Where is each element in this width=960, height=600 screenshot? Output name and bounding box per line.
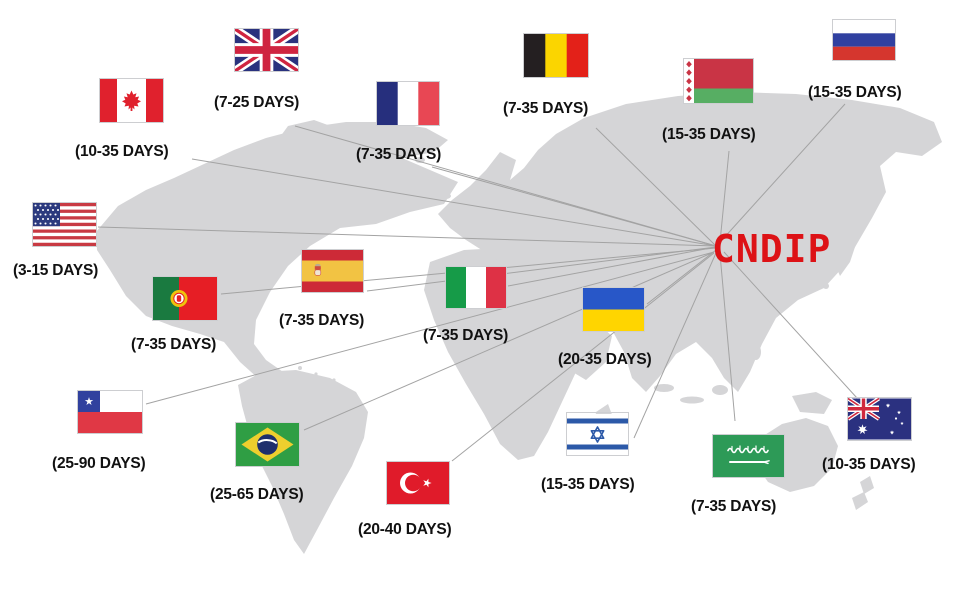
russia-flag-image: [833, 20, 895, 60]
uk-flag-image: [235, 29, 298, 71]
connector-line-italy: [507, 246, 717, 287]
islands-britain: [441, 193, 451, 199]
shipping-label-brazil: (25-65 DAYS): [210, 486, 304, 503]
usa-flag-icon: [33, 203, 96, 246]
france-flag-image: [377, 82, 439, 125]
spain-flag-icon: [302, 250, 363, 292]
canada-flag-icon: [100, 79, 163, 122]
islands-japan: [834, 232, 856, 276]
saudi-arabia-flag-image: [713, 435, 784, 477]
belgium-flag-icon: [524, 34, 588, 77]
connector-line-canada: [191, 158, 717, 247]
continent-north-america: [96, 122, 458, 414]
portugal-flag-image: [153, 277, 217, 320]
island-java: [680, 396, 704, 404]
connector-line-saudi-arabia: [719, 253, 736, 422]
belarus-flag-icon: [684, 59, 753, 103]
connector-line-usa: [97, 226, 717, 247]
portugal-flag-icon: [153, 277, 217, 320]
shipping-label-ukraine: (20-35 DAYS): [558, 351, 652, 368]
shipping-label-israel: (15-35 DAYS): [541, 476, 635, 493]
france-flag-icon: [377, 82, 439, 125]
spain-flag-image: [302, 250, 363, 292]
uk-flag-icon: [235, 29, 298, 71]
island-iceland: [415, 157, 425, 163]
belarus-flag-image: [684, 59, 753, 103]
island-caribbean-2: [314, 372, 318, 376]
turkey-flag-icon: [387, 462, 449, 504]
chile-flag-image: [78, 391, 142, 433]
connector-line-france: [431, 166, 717, 247]
israel-flag-icon: [567, 413, 628, 455]
island-caribbean-1: [298, 366, 302, 370]
canada-flag-image: [100, 79, 163, 122]
ukraine-flag-image: [583, 288, 644, 331]
italy-flag-image: [446, 267, 506, 308]
island-borneo: [712, 385, 728, 395]
connector-line-spain: [366, 246, 717, 292]
connector-line-brazil: [303, 251, 715, 431]
island-caribbean-3: [332, 378, 336, 382]
australia-flag-icon: [848, 398, 911, 440]
australia-flag-image: [848, 398, 911, 440]
chile-flag-icon: [78, 391, 142, 433]
shipping-label-australia: (10-35 DAYS): [822, 456, 916, 473]
shipping-label-usa: (3-15 DAYS): [13, 262, 99, 279]
connector-line-belarus: [719, 150, 730, 243]
connector-line-ukraine: [646, 249, 717, 305]
island-philippines: [751, 344, 761, 360]
brand-name: CNDIP: [712, 227, 832, 271]
connector-line-belgium: [595, 127, 717, 247]
continents: [96, 92, 942, 554]
shipping-label-saudi-arabia: (7-35 DAYS): [691, 498, 777, 515]
turkey-flag-image: [387, 462, 449, 504]
shipping-label-chile: (25-90 DAYS): [52, 455, 146, 472]
connector-line-chile: [145, 251, 715, 405]
shipping-label-canada: (10-35 DAYS): [75, 143, 169, 160]
island-sumatra: [654, 384, 674, 392]
brazil-flag-image: [236, 423, 299, 466]
island-new-guinea: [792, 392, 832, 414]
connector-line-israel: [633, 252, 717, 439]
shipping-label-spain: (7-35 DAYS): [279, 312, 365, 329]
island-new-zealand-north: [860, 476, 874, 494]
brazil-flag-icon: [236, 423, 299, 466]
shipping-label-belarus: (15-35 DAYS): [662, 126, 756, 143]
shipping-label-france: (7-35 DAYS): [356, 146, 442, 163]
connector-line-australia: [723, 251, 858, 399]
island-speck: [823, 283, 829, 289]
italy-flag-icon: [446, 267, 506, 308]
island-new-zealand-south: [852, 492, 868, 510]
shipping-label-italy: (7-35 DAYS): [423, 327, 509, 344]
connector-line-russia: [721, 103, 846, 241]
continent-greenland: [270, 120, 340, 196]
israel-flag-image: [567, 414, 628, 454]
belgium-flag-image: [524, 34, 588, 77]
connector-line-turkey: [451, 252, 715, 462]
shipping-label-russia: (15-35 DAYS): [808, 84, 902, 101]
usa-flag-image: [33, 203, 96, 246]
saudi-arabia-flag-icon: [713, 435, 784, 477]
shipping-label-uk: (7-25 DAYS): [214, 94, 300, 111]
shipping-label-belgium: (7-35 DAYS): [503, 100, 589, 117]
shipping-label-turkey: (20-40 DAYS): [358, 521, 452, 538]
russia-flag-icon: [833, 20, 895, 60]
ukraine-flag-icon: [583, 288, 644, 331]
shipping-label-portugal: (7-35 DAYS): [131, 336, 217, 353]
